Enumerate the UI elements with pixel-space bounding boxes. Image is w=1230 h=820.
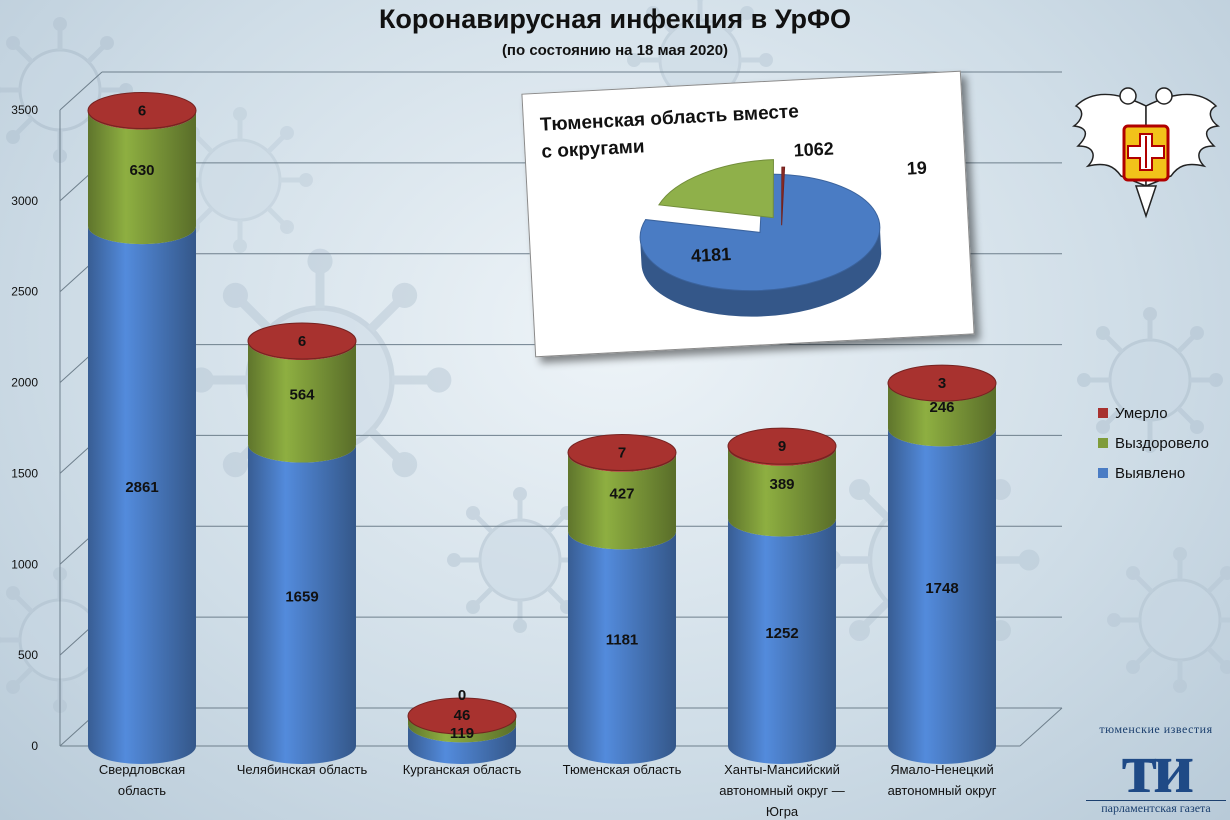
- data-label: 1181: [606, 632, 639, 649]
- legend: Умерло Выздоровело Выявлено: [1098, 398, 1226, 488]
- bar-cap: [87, 92, 197, 130]
- x-tick-label: Югра: [766, 804, 799, 819]
- data-label: 564: [289, 386, 315, 403]
- x-tick-label: область: [118, 783, 166, 798]
- data-label: 9: [778, 438, 786, 455]
- data-label: 427: [609, 486, 634, 503]
- bar-cap: [567, 434, 677, 472]
- x-tick-label: автономный округ —: [719, 783, 845, 798]
- y-tick-label: 0: [31, 739, 38, 753]
- pie-chart: 4181 1062 19: [639, 138, 927, 317]
- bar-segment: [568, 531, 676, 764]
- bar-segment: [568, 453, 676, 550]
- bar-cap: [887, 364, 997, 402]
- x-tick-label: Ямало-Ненецкий: [890, 762, 994, 777]
- legend-item-died: Умерло: [1098, 398, 1226, 428]
- legend-label: Умерло: [1115, 404, 1168, 422]
- bar-segment: [88, 226, 196, 765]
- pie-slice-side: [640, 226, 882, 317]
- pie-label: 19: [906, 158, 927, 179]
- data-label: 630: [129, 162, 154, 179]
- data-label: 1252: [765, 625, 798, 642]
- bar-segment: [248, 444, 356, 764]
- legend-item-recovered: Выздоровело: [1098, 428, 1226, 458]
- x-tick-label: Челябинская область: [237, 762, 368, 777]
- double-headed-eagle-icon: [1071, 87, 1221, 219]
- y-tick-label: 3000: [11, 194, 38, 208]
- brand-logo: тюменские известия ти парламентская газе…: [1086, 722, 1226, 816]
- bar-segment: [408, 724, 516, 764]
- data-label: 6: [298, 333, 306, 350]
- pie-inset: 4181 1062 19 Тюменская область вместе с ок…: [521, 70, 975, 358]
- legend-label: Выявлено: [1115, 464, 1186, 482]
- pie-slice: [658, 159, 774, 219]
- pie-label: 1062: [793, 138, 834, 160]
- y-tick-label: 3500: [11, 103, 38, 117]
- bar-cap: [727, 427, 837, 465]
- bar-segment: [888, 383, 996, 447]
- chart-title: Коронавирусная инфекция в УрФО: [378, 4, 852, 34]
- data-label: 119: [450, 725, 474, 742]
- legend-swatch: [1098, 468, 1108, 478]
- x-tick-label: Курганская область: [403, 762, 522, 777]
- pie-slice: [781, 166, 786, 226]
- legend-label: Выздоровело: [1115, 434, 1210, 452]
- y-tick-label: 2000: [11, 376, 38, 390]
- data-label: 1659: [285, 588, 318, 605]
- y-tick-label: 1000: [11, 557, 38, 571]
- brand-bottom-text: парламентская газета: [1086, 800, 1226, 816]
- chart-subtitle: (по состоянию на 18 мая 2020): [501, 42, 729, 59]
- data-label: 1748: [925, 580, 958, 597]
- data-label: 389: [769, 476, 794, 493]
- bar-segment: [888, 428, 996, 764]
- legend-item-detected: Выявлено: [1098, 458, 1226, 488]
- x-tick-label: Свердловская: [99, 762, 185, 777]
- x-tick-label: автономный округ: [888, 783, 997, 798]
- floor-edge: [1019, 707, 1063, 747]
- legend-swatch: [1098, 438, 1108, 448]
- brand-mark: ти: [1121, 728, 1195, 808]
- y-tick-label: 1500: [11, 466, 38, 480]
- bar-segment: [408, 716, 516, 743]
- data-label: 7: [618, 445, 626, 462]
- x-tick-label: Ханты-Мансийский: [724, 762, 840, 777]
- data-label: 6: [138, 103, 146, 120]
- bar-segment: [248, 342, 356, 463]
- bar-cap: [407, 697, 517, 735]
- data-label: 246: [929, 399, 954, 416]
- pie-label: 4181: [691, 244, 732, 266]
- bar-segment: [728, 518, 836, 764]
- data-label: 2861: [125, 479, 158, 496]
- bar-cap: [247, 322, 357, 360]
- data-label: 3: [938, 375, 946, 392]
- y-tick-label: 2500: [11, 285, 38, 299]
- x-tick-label: Тюменская область: [563, 762, 682, 777]
- gridline: [59, 71, 103, 111]
- legend-swatch: [1098, 408, 1108, 418]
- bar-segment: [728, 447, 836, 537]
- data-label: 0: [458, 687, 466, 704]
- y-tick-label: 500: [18, 648, 38, 662]
- pie-slice: [639, 173, 881, 292]
- bar-segment: [88, 111, 196, 245]
- brand-top-text: тюменские известия: [1099, 722, 1213, 736]
- data-label: 46: [454, 707, 471, 724]
